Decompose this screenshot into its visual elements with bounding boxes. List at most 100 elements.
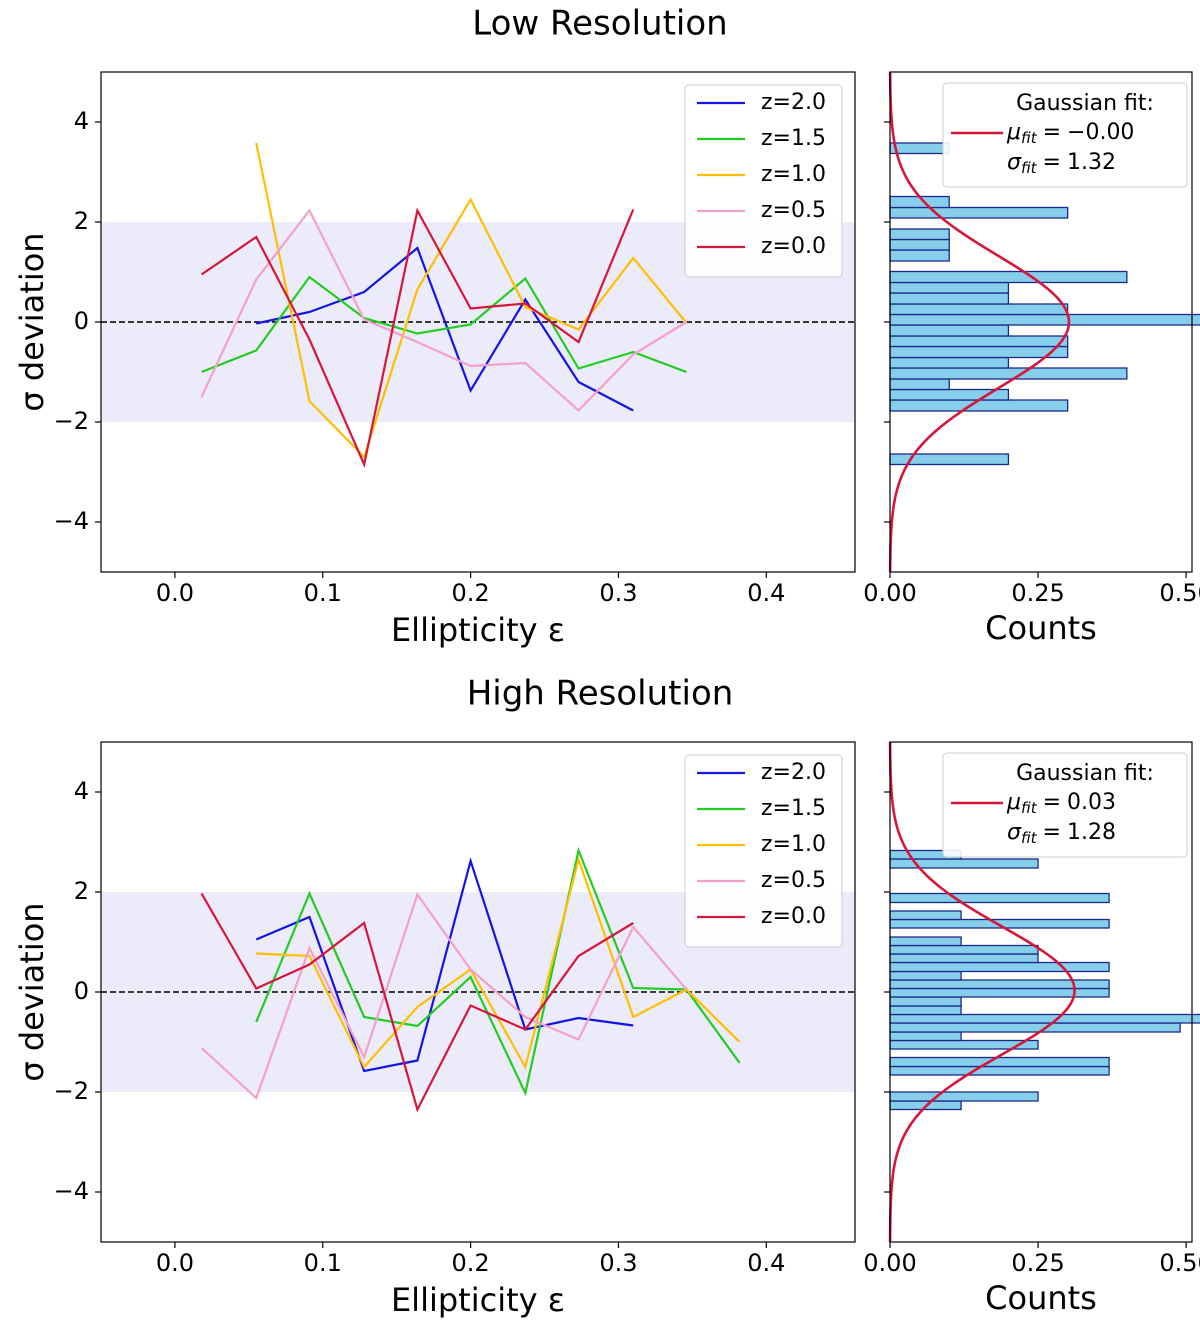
- hist-bar: [889, 324, 1010, 337]
- subscript: fit: [1021, 799, 1038, 817]
- x-tick-label: 0.1: [304, 579, 342, 607]
- hist-bar: [889, 270, 1128, 284]
- legend-title: Gaussian fit:: [1016, 91, 1154, 116]
- y-tick-label: 4: [74, 107, 89, 135]
- series-line: [255, 846, 741, 1097]
- hist-bar: [889, 1031, 962, 1042]
- y-tick-label: −2: [54, 407, 89, 435]
- hist-bar: [889, 979, 1110, 990]
- value: −0.00: [1067, 120, 1134, 145]
- x-tick-label: 0.25: [1011, 1249, 1064, 1277]
- hist-bar: [889, 335, 1069, 348]
- x-tick-label: 0.50: [1159, 1249, 1200, 1277]
- y-tick-label: 4: [74, 777, 89, 805]
- gaussian-fit: [888, 741, 1076, 1243]
- symbol: σ: [1007, 820, 1022, 845]
- x-axis-label: Counts: [985, 609, 1097, 647]
- symbol: σ: [1007, 150, 1022, 175]
- x-tick-label: 0.3: [599, 579, 637, 607]
- y-tick-label: −4: [54, 1177, 89, 1205]
- hist-bar: [889, 944, 1039, 955]
- x-tick-label: 0.1: [304, 1249, 342, 1277]
- x-axis-label: Counts: [985, 1279, 1097, 1317]
- value: 0.03: [1067, 790, 1116, 815]
- y-axis-label: σ deviation: [13, 902, 51, 1081]
- hist-bar: [889, 987, 1110, 998]
- hist-bar: [889, 1013, 1200, 1024]
- y-tick-label: 0: [74, 977, 89, 1005]
- legend-label: z=1.0: [761, 832, 826, 857]
- legend-label: σfit = 1.32: [1007, 150, 1116, 177]
- legend-label: z=1.5: [761, 126, 826, 151]
- y-tick-label: −2: [54, 1077, 89, 1105]
- x-tick-label: 0.4: [747, 1249, 785, 1277]
- legend-label: σfit = 1.28: [1007, 820, 1116, 847]
- legend-title: Gaussian fit:: [1016, 761, 1154, 786]
- value: 1.32: [1067, 150, 1116, 175]
- hist-bar: [889, 142, 950, 155]
- chart-title: Low Resolution: [472, 4, 727, 44]
- hist-bar: [889, 1056, 1110, 1068]
- subscript: fit: [1021, 129, 1038, 147]
- legend-box: [942, 752, 1188, 858]
- chart-title: High Resolution: [467, 674, 734, 714]
- gaussian-fit: [888, 71, 1071, 573]
- x-tick-label: 0.2: [452, 579, 490, 607]
- x-tick-label: 0.3: [599, 1249, 637, 1277]
- equals: =: [1043, 790, 1061, 815]
- x-tick-label: 0.25: [1011, 579, 1064, 607]
- series-line: [201, 275, 687, 374]
- hist-bar: [889, 281, 1010, 294]
- y-tick-label: 0: [74, 307, 89, 335]
- hist-bar: [889, 1091, 1039, 1102]
- hist-bar: [889, 388, 1010, 401]
- legend-label: z=2.0: [761, 90, 826, 115]
- legend-label: z=1.5: [761, 796, 826, 821]
- x-tick-label: 0.0: [156, 1249, 194, 1277]
- hist-bar: [889, 892, 1110, 904]
- hist-bar: [889, 970, 962, 981]
- legend-box: [684, 84, 843, 278]
- hist-bar: [889, 292, 1010, 305]
- series-line: [255, 857, 634, 1073]
- x-tick-label: 0.2: [452, 1249, 490, 1277]
- hist-bar: [889, 961, 1110, 973]
- series-line: [200, 892, 688, 1100]
- x-axis-label: Ellipticity ε: [391, 1281, 565, 1319]
- subscript: fit: [1021, 159, 1038, 177]
- legend-box: [942, 82, 1188, 188]
- hist-bar: [889, 356, 1010, 369]
- hist-bar: [889, 910, 962, 921]
- x-tick-label: 0.0: [156, 579, 194, 607]
- equals: =: [1043, 120, 1061, 145]
- y-tick-label: 2: [74, 877, 89, 905]
- x-tick-label: 0.4: [747, 579, 785, 607]
- x-tick-label: 0.00: [863, 1249, 916, 1277]
- x-tick-label: 0.50: [1159, 579, 1200, 607]
- legend-label: z=0.0: [761, 904, 826, 929]
- series-line: [255, 142, 688, 460]
- hist-bar: [889, 228, 950, 241]
- legend-label: μfit = 0.03: [1006, 790, 1116, 817]
- legend-label: μfit = −0.00: [1006, 120, 1134, 147]
- hist-bar: [889, 378, 950, 391]
- hist-bar: [889, 249, 950, 262]
- hist-bar: [889, 238, 950, 251]
- legend-label: z=0.5: [761, 198, 826, 223]
- series-line: [200, 207, 635, 469]
- symbol: μ: [1006, 120, 1021, 145]
- hist-bar: [889, 936, 962, 947]
- legend-box: [684, 754, 843, 948]
- hist-bar: [889, 303, 1069, 316]
- hist-bar: [889, 996, 962, 1007]
- hist-bar: [889, 313, 1200, 326]
- x-tick-label: 0.00: [863, 579, 916, 607]
- y-axis-label: σ deviation: [13, 232, 51, 411]
- subscript: fit: [1021, 829, 1038, 847]
- series-line: [256, 246, 634, 412]
- x-axis-label: Ellipticity ε: [391, 611, 565, 649]
- symbol: μ: [1006, 790, 1021, 815]
- hist-bar: [889, 345, 1069, 359]
- legend-label: z=2.0: [761, 760, 826, 785]
